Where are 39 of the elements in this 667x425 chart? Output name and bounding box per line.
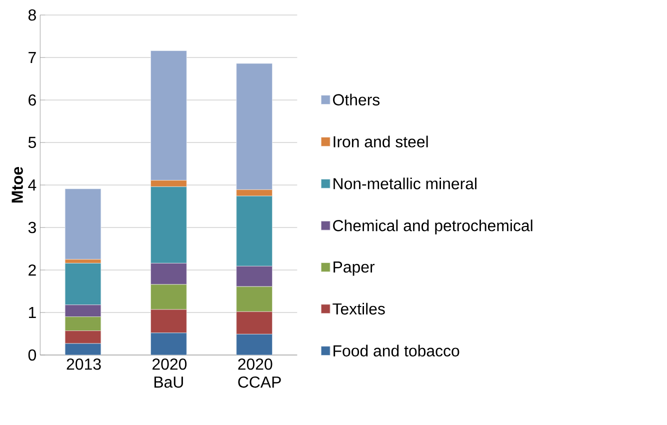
bar: [236, 286, 272, 312]
bar: [64, 316, 102, 331]
y-tick-label: 1: [29, 307, 36, 318]
legend-label: Non-metallic mineral: [334, 178, 476, 190]
bar: [236, 334, 272, 355]
y-tick-label: 3: [28, 222, 36, 234]
bar: [64, 304, 102, 317]
y-axis-title: Mtoe: [12, 166, 23, 203]
bar: [150, 263, 187, 285]
x-tick-label: 2013: [66, 358, 101, 370]
bar: [236, 266, 272, 287]
x-tick-label: 2020 BaU: [152, 358, 187, 388]
x-tick-label: 2020 CCAP: [238, 358, 281, 388]
bar: [64, 263, 102, 306]
bar: [150, 332, 187, 355]
bar: [150, 309, 187, 334]
y-tick-label: 5: [28, 136, 36, 148]
legend-label: Paper: [334, 262, 375, 276]
bar: [150, 50, 187, 181]
bar: [236, 311, 272, 334]
bar: [150, 180, 187, 187]
y-tick-label: 7: [28, 52, 36, 63]
legend-label: Iron and steel: [334, 136, 428, 148]
y-tick-label: 4: [28, 180, 36, 190]
legend-label: Food and tobacco: [334, 344, 460, 356]
bar: [150, 284, 187, 310]
legend-label: Chemical and petrochemical: [333, 220, 532, 234]
bar: [64, 188, 102, 260]
y-tick-label: 6: [28, 94, 36, 106]
bar: [150, 186, 187, 264]
legend-label: Textiles: [332, 302, 385, 315]
y-tick-label: 0: [28, 349, 36, 361]
bar: [64, 330, 102, 344]
y-tick-label: 8: [28, 9, 36, 21]
y-tick-label: 2: [28, 264, 36, 276]
bar: [236, 63, 272, 190]
bar: [64, 259, 102, 264]
bar: [236, 196, 272, 266]
legend-label: Others: [333, 94, 380, 106]
